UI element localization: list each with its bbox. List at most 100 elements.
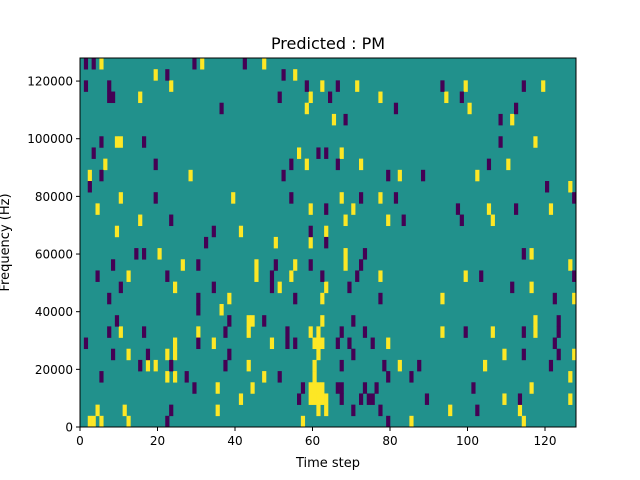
heatmap-cell-low [99,371,104,383]
heatmap-cell-high [440,292,445,305]
heatmap-cell-low [196,304,201,316]
heatmap-cell-high [316,326,321,338]
heatmap-cell-low [459,91,464,104]
heatmap-cell-low [165,415,170,428]
heatmap-cell-low [479,270,484,282]
heatmap-cell-low [324,203,329,215]
heatmap-cell-high [180,259,185,271]
heatmap-cell-high [211,337,216,350]
heatmap-cell-high [246,315,251,327]
heatmap-cell-low [386,371,391,383]
heatmap-cell-high [490,214,495,227]
heatmap-cell-high [145,359,151,372]
heatmap-cell-low [320,270,325,282]
heatmap-cell-low [95,270,100,282]
heatmap-cell-low [99,136,104,148]
heatmap-cell-high [231,192,236,204]
heatmap-cell-high [262,371,267,383]
heatmap-cell-low [145,348,151,361]
heatmap-cell-high [475,169,480,182]
heatmap-cell-high [99,58,104,70]
heatmap-cell-high [250,382,255,394]
heatmap-cell-high [215,382,220,394]
heatmap-cell-low [281,169,286,182]
heatmap-cell-low [521,80,526,92]
chart-title: Predicted : PM [271,34,385,53]
heatmap-cell-low [114,315,120,327]
heatmap-cell-low [107,326,112,338]
heatmap-cell-low [552,337,557,350]
heatmap-cell-high [250,315,255,327]
heatmap-cell-high [173,281,178,294]
heatmap-cell-high [533,315,538,327]
heatmap-cell-low [277,371,282,383]
heatmap-cell-high [320,337,325,350]
heatmap-cell-high [300,415,306,428]
heatmap-cell-low [370,393,375,405]
heatmap-cell-high [444,91,449,104]
heatmap-cell-high [289,270,294,282]
heatmap-cell-low [401,214,406,227]
heatmap-cell-low [475,404,480,417]
heatmap-cell-high [378,91,383,104]
heatmap-cell-low [142,136,147,148]
heatmap-cell-high [200,58,205,70]
heatmap-cell-low [324,236,329,249]
heatmap-cell-low [556,326,561,338]
heatmap-cell-low [169,359,174,372]
heatmap-cell-high [114,225,120,238]
heatmap-cell-low [335,337,340,350]
heatmap-cell-low [455,203,461,215]
y-tick-label: 80000 [35,190,73,204]
heatmap-cell-low [118,281,123,294]
heatmap-cell-low [227,348,232,361]
heatmap-cell-low [335,382,340,394]
heatmap-cell-low [572,192,577,204]
heatmap-cell-low [343,113,348,126]
heatmap-cell-low [281,69,286,81]
heatmap-cell-low [107,292,112,305]
heatmap-cell-low [300,382,306,394]
heatmap-cell-high [91,415,96,428]
heatmap-cell-low [169,214,174,227]
heatmap-cell-high [196,326,201,338]
heatmap-cell-low [91,58,96,70]
heatmap-cell-high [331,113,337,126]
heatmap-cell-high [304,102,309,115]
heatmap-cell-high [269,337,275,350]
heatmap-cell-low [269,270,275,282]
heatmap-cell-high [490,326,495,338]
heatmap-cell-high [568,181,573,193]
heatmap-cell-high [529,382,534,394]
heatmap-cell-low [572,270,577,282]
heatmap-cell-low [242,58,247,70]
heatmap-cell-high [273,236,278,249]
heatmap-cell-high [126,348,131,361]
heatmap-cell-low [328,91,333,104]
heatmap-cell-high [308,326,313,338]
heatmap-cell-high [95,404,100,417]
heatmap-cell-high [308,393,313,405]
heatmap-cell-low [134,248,139,260]
heatmap-cell-low [510,281,515,294]
heatmap-cell-high [572,292,577,305]
heatmap-cell-low [304,80,309,92]
heatmap-cell-high [378,192,383,204]
heatmap-cell-high [320,393,325,405]
heatmap-cell-high [118,136,123,148]
heatmap-cell-low [355,270,360,282]
heatmap-cell-low [99,169,104,182]
heatmap-cell-low [471,382,476,394]
heatmap-cell-high [324,225,329,238]
heatmap-cell-low [83,337,89,350]
heatmap-cell-low [382,359,387,372]
heatmap-cell-low [486,158,492,171]
heatmap-cell-high [324,281,329,294]
heatmap-cell-low [196,292,201,305]
heatmap-cell-low [324,147,329,159]
heatmap-cell-low [223,359,228,372]
heatmap-cell-low [517,393,523,405]
heatmap-cell-high [502,348,507,361]
heatmap-cell-low [339,382,344,394]
